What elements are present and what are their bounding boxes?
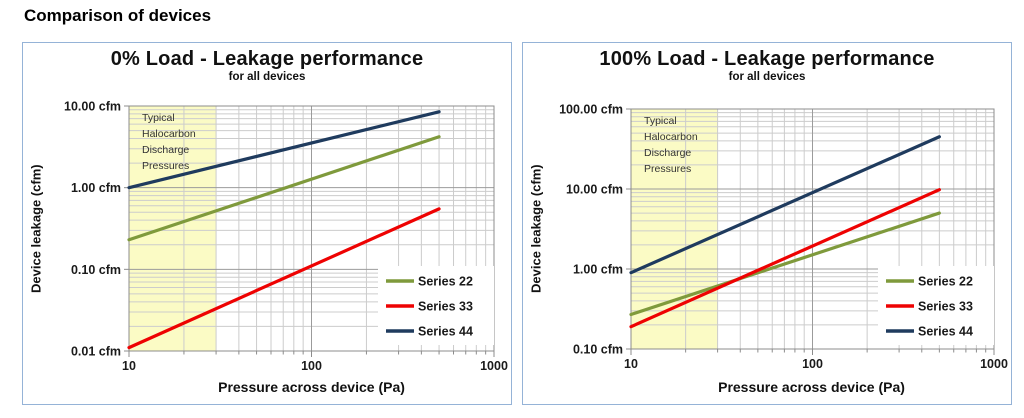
x-tick-label: 1000 (480, 359, 508, 373)
x-axis-title: Pressure across device (Pa) (218, 379, 405, 395)
y-tick-label: 10.00 cfm (64, 100, 121, 114)
legend-label: Series 33 (418, 300, 473, 314)
legend-label: Series 22 (918, 275, 973, 289)
band-annotation-line: Typical (142, 112, 175, 124)
x-tick-label: 1000 (980, 357, 1008, 371)
legend-label: Series 44 (418, 325, 473, 339)
y-tick-label: 1.00 cfm (71, 181, 121, 195)
series-line-series-33 (127, 207, 441, 350)
series-line-series-44 (127, 110, 441, 190)
chart-title: 0% Load - Leakage performance (110, 48, 424, 70)
band-annotation-line: Halocarbon (142, 128, 196, 140)
x-tick-label: 100 (802, 357, 823, 371)
x-axis-title: Pressure across device (Pa) (718, 379, 905, 395)
highlight-band (129, 106, 217, 351)
chart-box-0-load: 0% Load - Leakage performance for all de… (22, 42, 512, 405)
band-annotation-line: Pressures (644, 163, 691, 175)
chart-title: 100% Load - Leakage performance (599, 48, 935, 70)
y-tick-label: 0.10 cfm (71, 263, 121, 277)
y-tick-label: 0.10 cfm (573, 343, 623, 357)
series-line-series-44 (629, 135, 941, 275)
highlight-band (631, 109, 718, 349)
y-tick-label: 1.00 cfm (573, 263, 623, 277)
x-tick-label: 100 (301, 359, 322, 373)
band-annotation-line: Halocarbon (644, 131, 698, 143)
band-annotation-line: Discharge (644, 147, 691, 159)
page-title: Comparison of devices (24, 6, 212, 25)
legend-label: Series 44 (918, 325, 973, 339)
series-line-series-33 (629, 188, 941, 329)
chart-subtitle: for all devices (228, 71, 306, 83)
legend-label: Series 33 (918, 300, 973, 314)
y-tick-label: 10.00 cfm (566, 183, 623, 197)
x-tick-label: 10 (624, 357, 638, 371)
chart-box-100-load: 100% Load - Leakage performance for all … (522, 42, 1012, 405)
chart-subtitle: for all devices (728, 71, 806, 83)
legend-label: Series 22 (418, 275, 473, 289)
series-line-series-22 (127, 135, 441, 242)
x-tick-label: 10 (122, 359, 136, 373)
y-tick-label: 100.00 cfm (559, 103, 623, 117)
y-tick-label: 0.01 cfm (71, 345, 121, 359)
band-annotation-line: Typical (644, 115, 677, 127)
series-line-series-22 (629, 211, 941, 317)
band-annotation-line: Discharge (142, 144, 189, 156)
band-annotation-line: Pressures (142, 160, 189, 172)
